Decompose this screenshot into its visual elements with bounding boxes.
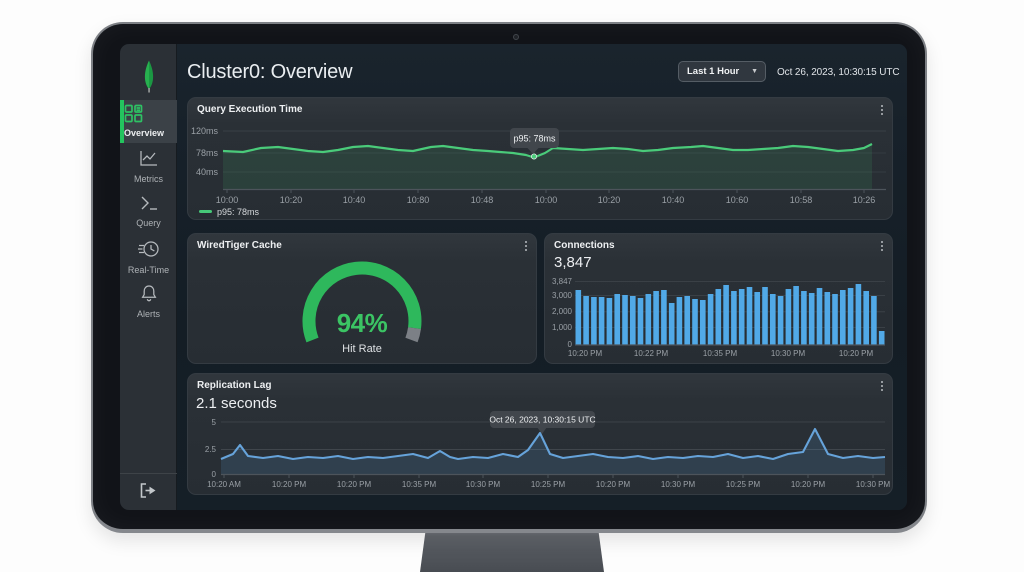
svg-text:10:35 PM: 10:35 PM bbox=[402, 480, 437, 489]
svg-text:10:25 PM: 10:25 PM bbox=[531, 480, 566, 489]
svg-text:10:40: 10:40 bbox=[343, 195, 366, 205]
svg-text:10:40: 10:40 bbox=[662, 195, 685, 205]
svg-text:94%: 94% bbox=[337, 308, 388, 338]
svg-text:40ms: 40ms bbox=[196, 167, 219, 177]
svg-text:p95: 78ms: p95: 78ms bbox=[217, 207, 260, 217]
svg-text:78ms: 78ms bbox=[196, 148, 219, 158]
svg-text:10:30 PM: 10:30 PM bbox=[661, 480, 696, 489]
svg-text:10:20: 10:20 bbox=[280, 195, 303, 205]
svg-text:10:22 PM: 10:22 PM bbox=[634, 349, 669, 358]
svg-text:10:20 PM: 10:20 PM bbox=[568, 349, 603, 358]
svg-text:10:20 PM: 10:20 PM bbox=[337, 480, 372, 489]
svg-text:10:20 PM: 10:20 PM bbox=[839, 349, 874, 358]
svg-text:120ms: 120ms bbox=[191, 126, 219, 136]
svg-text:10:20 AM: 10:20 AM bbox=[207, 480, 241, 489]
svg-text:10:20 PM: 10:20 PM bbox=[596, 480, 631, 489]
svg-text:10:00: 10:00 bbox=[216, 195, 239, 205]
svg-text:5: 5 bbox=[212, 418, 217, 427]
svg-text:10:30 PM: 10:30 PM bbox=[771, 349, 806, 358]
svg-text:2,000: 2,000 bbox=[552, 307, 573, 316]
svg-text:10:20 PM: 10:20 PM bbox=[272, 480, 307, 489]
svg-text:2.5: 2.5 bbox=[205, 445, 217, 454]
svg-text:10:26: 10:26 bbox=[853, 195, 876, 205]
svg-text:10:25 PM: 10:25 PM bbox=[726, 480, 761, 489]
svg-text:10:48: 10:48 bbox=[471, 195, 494, 205]
svg-text:1,000: 1,000 bbox=[552, 323, 573, 332]
svg-text:10:80: 10:80 bbox=[407, 195, 430, 205]
svg-text:10:00: 10:00 bbox=[535, 195, 558, 205]
svg-text:10:20: 10:20 bbox=[598, 195, 621, 205]
svg-text:3,847: 3,847 bbox=[552, 277, 573, 286]
svg-text:Hit Rate: Hit Rate bbox=[342, 343, 382, 355]
svg-text:3,000: 3,000 bbox=[552, 291, 573, 300]
svg-text:10:30 PM: 10:30 PM bbox=[466, 480, 501, 489]
svg-text:Oct 26, 2023, 10:30:15 UTC: Oct 26, 2023, 10:30:15 UTC bbox=[489, 415, 595, 425]
svg-text:10:35 PM: 10:35 PM bbox=[703, 349, 738, 358]
svg-text:p95: 78ms: p95: 78ms bbox=[513, 134, 556, 144]
svg-text:10:20 PM: 10:20 PM bbox=[791, 480, 826, 489]
svg-text:10:30 PM: 10:30 PM bbox=[856, 480, 891, 489]
svg-text:0: 0 bbox=[568, 340, 573, 349]
svg-text:10:58: 10:58 bbox=[790, 195, 813, 205]
svg-text:10:60: 10:60 bbox=[726, 195, 749, 205]
svg-text:0: 0 bbox=[212, 470, 217, 479]
